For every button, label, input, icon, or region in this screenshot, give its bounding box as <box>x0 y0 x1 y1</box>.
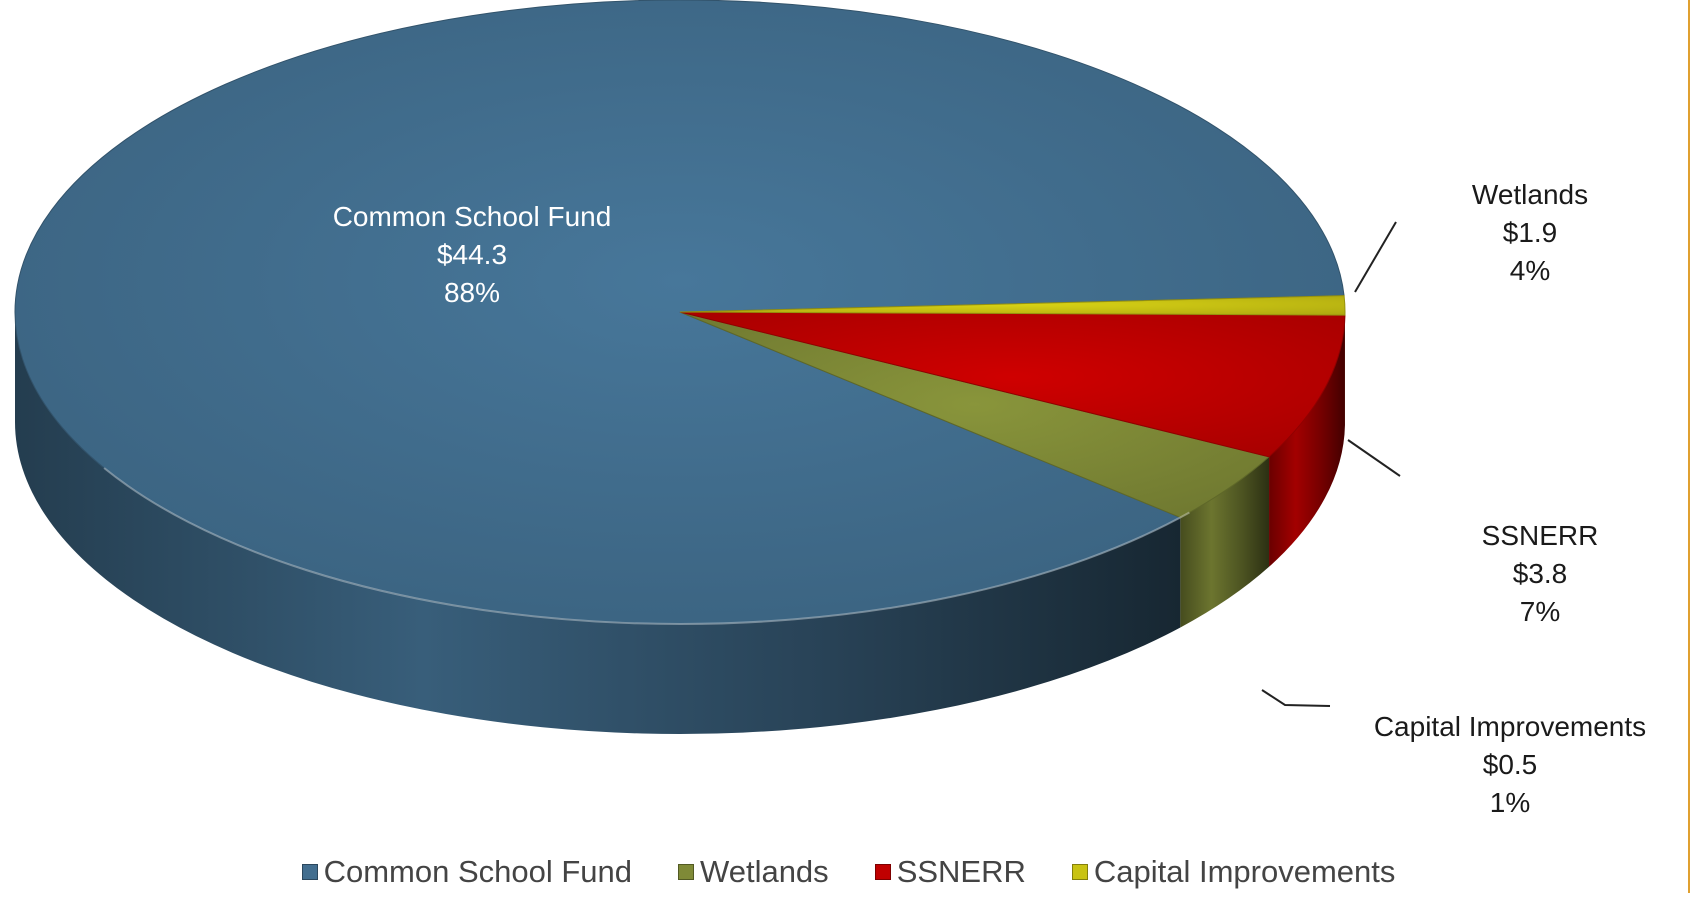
legend-label: Capital Improvements <box>1094 854 1396 890</box>
legend-label: Wetlands <box>700 854 829 890</box>
data-label-value: $0.5 <box>1330 746 1690 784</box>
legend-swatch <box>678 864 694 880</box>
legend: Common School Fund Wetlands SSNERR Capit… <box>0 852 1697 892</box>
data-label-common-school-fund: Common School Fund $44.3 88% <box>297 198 647 312</box>
leader-line-wetlands <box>1355 222 1396 292</box>
data-label-value: $1.9 <box>1440 214 1620 252</box>
data-label-percent: 7% <box>1450 593 1630 631</box>
legend-item-capital-improvements: Capital Improvements <box>1072 854 1396 890</box>
leader-line-ssnerr <box>1348 440 1400 476</box>
data-label-wetlands: Wetlands $1.9 4% <box>1440 176 1620 290</box>
legend-item-wetlands: Wetlands <box>678 854 829 890</box>
data-label-name: SSNERR <box>1450 517 1630 555</box>
pie-top-faces <box>15 0 1345 624</box>
legend-swatch <box>302 864 318 880</box>
data-label-ssnerr: SSNERR $3.8 7% <box>1450 517 1630 631</box>
data-label-value: $44.3 <box>297 236 647 274</box>
data-label-name: Capital Improvements <box>1330 708 1690 746</box>
legend-item-ssnerr: SSNERR <box>875 854 1026 890</box>
data-label-percent: 4% <box>1440 252 1620 290</box>
legend-swatch <box>1072 864 1088 880</box>
legend-label: SSNERR <box>897 854 1026 890</box>
data-label-capital-improvements: Capital Improvements $0.5 1% <box>1330 708 1690 822</box>
leader-line-capital-improvements <box>1262 690 1330 706</box>
legend-label: Common School Fund <box>324 854 632 890</box>
legend-swatch <box>875 864 891 880</box>
data-label-name: Wetlands <box>1440 176 1620 214</box>
data-label-value: $3.8 <box>1450 555 1630 593</box>
data-label-name: Common School Fund <box>297 198 647 236</box>
legend-item-common-school-fund: Common School Fund <box>302 854 632 890</box>
data-label-percent: 1% <box>1330 784 1690 822</box>
frame-border-line <box>1688 0 1690 893</box>
data-label-percent: 88% <box>297 274 647 312</box>
